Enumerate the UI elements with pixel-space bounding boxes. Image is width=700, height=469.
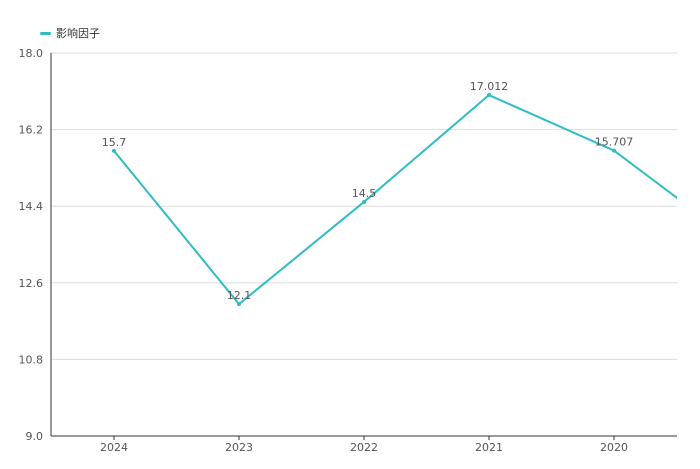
data-label: 14.5 <box>352 187 377 200</box>
grid-lines <box>51 52 677 360</box>
legend[interactable]: 影响因子 <box>40 26 100 40</box>
data-point <box>112 148 116 153</box>
data-label: 15.7 <box>102 136 127 149</box>
data-label: 15.707 <box>595 136 634 149</box>
y-tick-label: 18.0 <box>19 47 44 60</box>
series-layer <box>112 93 677 307</box>
legend-label: 影响因子 <box>56 27 100 40</box>
y-tick-label: 14.4 <box>19 200 44 213</box>
x-tick-label: 2024 <box>100 441 128 454</box>
axes <box>50 53 677 440</box>
x-tick-label: 2022 <box>350 441 378 454</box>
series-line <box>113 94 677 306</box>
x-tick-label: 2020 <box>600 441 628 454</box>
data-label: 12.1 <box>227 289 252 302</box>
y-axis-tick-labels: 9.0 10.8 12.6 14.4 16.2 18.0 <box>19 47 44 443</box>
data-point <box>237 302 241 307</box>
x-tick-label: 2023 <box>225 441 253 454</box>
x-tick-label: 2021 <box>475 441 503 454</box>
y-tick-label: 9.0 <box>26 430 44 443</box>
y-tick-label: 12.6 <box>19 277 44 290</box>
y-tick-label: 10.8 <box>19 353 44 366</box>
data-point <box>487 93 491 98</box>
data-label: 17.012 <box>470 80 509 93</box>
data-point <box>362 199 366 204</box>
data-labels: 15.7 12.1 14.5 17.012 15.707 <box>102 80 634 302</box>
y-tick-label: 16.2 <box>19 124 44 137</box>
legend-swatch-icon <box>40 31 51 35</box>
x-axis-tick-labels: 2024 2023 2022 2021 2020 <box>100 441 628 454</box>
data-point <box>612 148 616 153</box>
